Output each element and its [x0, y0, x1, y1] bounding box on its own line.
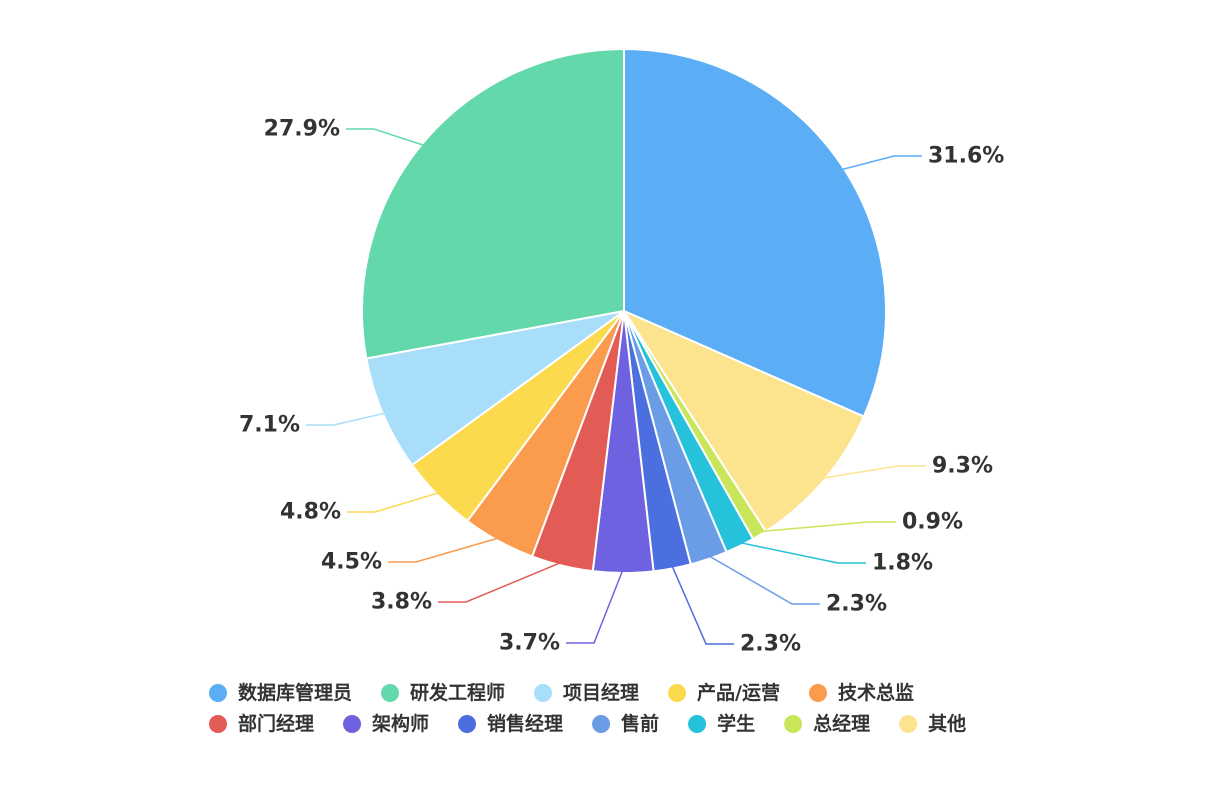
- leader-line-3: [738, 541, 866, 564]
- legend-swatch[interactable]: [592, 715, 611, 733]
- leader-line-9: [347, 491, 441, 513]
- legend-label[interactable]: 数据库管理员: [238, 681, 352, 704]
- leader-line-8: [388, 536, 501, 563]
- slice-label-6: 3.7%: [499, 631, 560, 656]
- slice-label-7: 3.8%: [371, 590, 432, 615]
- slice-label-4: 2.3%: [826, 592, 887, 617]
- pie-slices: [361, 47, 887, 574]
- legend-label[interactable]: 总经理: [813, 712, 870, 735]
- legend-swatch[interactable]: [381, 684, 400, 702]
- legend-label[interactable]: 学生: [717, 712, 755, 735]
- pie-slice-0[interactable]: [623, 47, 887, 418]
- leader-line-10: [306, 411, 388, 426]
- leader-line-11: [346, 128, 426, 147]
- legend-label[interactable]: 研发工程师: [410, 681, 505, 704]
- legend-label[interactable]: 销售经理: [487, 712, 563, 735]
- leader-line-0: [839, 155, 922, 171]
- leader-line-4: [707, 554, 820, 605]
- slice-label-5: 2.3%: [740, 632, 801, 657]
- slice-label-1: 9.3%: [932, 454, 993, 479]
- legend-swatch[interactable]: [209, 715, 227, 733]
- legend-label[interactable]: 项目经理: [563, 681, 639, 704]
- slice-label-9: 4.8%: [280, 500, 341, 525]
- pie-slice-11[interactable]: [361, 47, 625, 360]
- legend-swatch[interactable]: [458, 715, 477, 733]
- leader-line-2: [757, 521, 896, 533]
- legend-label[interactable]: 产品/运营: [697, 681, 780, 704]
- legend-swatch[interactable]: [209, 684, 227, 702]
- slice-label-10: 7.1%: [239, 413, 300, 438]
- leader-line-5: [670, 564, 734, 645]
- legend-swatch[interactable]: [343, 715, 362, 733]
- slice-label-0: 31.6%: [928, 144, 1004, 169]
- legend-swatch[interactable]: [784, 715, 803, 733]
- leader-line-1: [820, 465, 926, 480]
- slice-label-11: 27.9%: [264, 117, 340, 142]
- legend-label[interactable]: 其他: [928, 712, 966, 735]
- legend-label[interactable]: 技术总监: [838, 681, 914, 704]
- legend-swatch[interactable]: [899, 715, 918, 733]
- legend-swatch[interactable]: [809, 684, 827, 702]
- pie-slice-1[interactable]: [621, 308, 866, 533]
- legend-swatch[interactable]: [668, 684, 687, 702]
- slice-labels: 31.6% 9.3% 0.9% 1.8% 2.3% 2.3% 3.7% 3.8% 4.5% 4.8…: [239, 117, 1004, 657]
- legend-swatch[interactable]: [688, 715, 707, 733]
- slice-label-8: 4.5%: [321, 550, 382, 575]
- legend-label[interactable]: 架构师: [371, 712, 429, 735]
- legend-swatch[interactable]: [534, 684, 553, 702]
- leader-lines: [306, 128, 926, 645]
- legend-label[interactable]: 部门经理: [238, 712, 314, 735]
- slice-label-3: 1.8%: [872, 551, 933, 576]
- leader-line-7: [438, 561, 564, 603]
- slice-label-2: 0.9%: [902, 510, 963, 535]
- leader-line-6: [566, 568, 624, 644]
- legend-label[interactable]: 售前: [620, 712, 659, 735]
